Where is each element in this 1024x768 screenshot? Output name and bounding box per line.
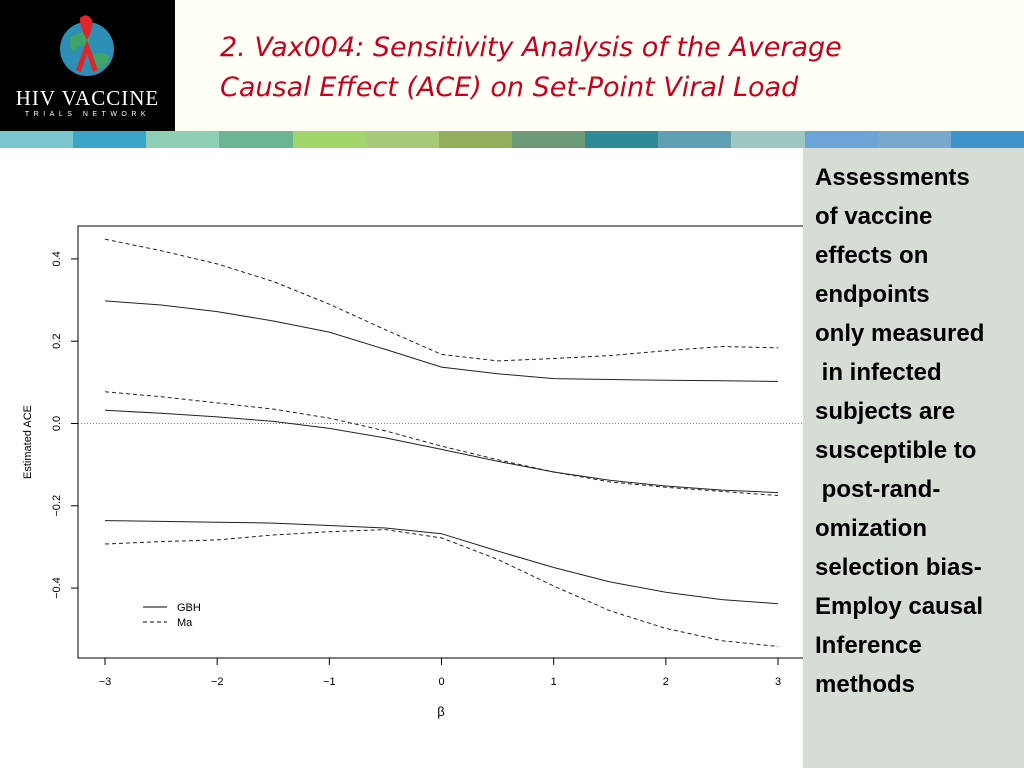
slide-title: 2. Vax004: Sensitivity Analysis of the A… bbox=[220, 28, 1010, 108]
stripe-segment bbox=[0, 131, 74, 148]
stripe-segment bbox=[950, 131, 1024, 148]
ace-chart: −3 −2 −1 0 1 2 3 0.4 0.2 0.0 −0.2 −0.4 Estimated AC… bbox=[22, 225, 803, 719]
slide-title-line-1: 2. Vax004: Sensitivity Analysis of the A… bbox=[220, 32, 842, 63]
x-axis-label: β bbox=[437, 704, 444, 719]
sidebar-panel: Assessments of vaccine effects on endpoints… bbox=[803, 148, 1024, 768]
series-line-ma-estimate bbox=[104, 391, 779, 496]
legend-label-gbh: GBH bbox=[177, 602, 201, 614]
stripe-segment bbox=[438, 131, 512, 148]
stripe-segment bbox=[146, 131, 220, 148]
series-line-gbh-lower bbox=[104, 520, 779, 605]
series-line-gbh-upper bbox=[104, 300, 779, 382]
stripe-segment bbox=[658, 131, 732, 148]
sidebar-line: of vaccine bbox=[815, 203, 933, 230]
y-tick-label: 0.4 bbox=[51, 251, 63, 266]
x-tick-label: 3 bbox=[775, 676, 781, 688]
sidebar-line: susceptible to bbox=[815, 437, 977, 464]
y-tick-label: −0.2 bbox=[51, 495, 63, 517]
sidebar-line: effects on bbox=[815, 242, 929, 269]
sidebar-line: methods bbox=[815, 671, 916, 698]
sidebar-line: Employ causal bbox=[815, 593, 984, 620]
slide-header: HIV VACCINE TRIALS NETWORK 2. Vax004: Se… bbox=[0, 0, 1024, 131]
sidebar-line: only measured bbox=[815, 320, 985, 347]
stripe-segment bbox=[731, 131, 805, 148]
sidebar-line: in infected bbox=[815, 359, 942, 386]
series-line-ma-upper bbox=[104, 238, 779, 362]
sidebar-line: subjects are bbox=[815, 398, 956, 425]
stripe-segment bbox=[219, 131, 293, 148]
logo-title: HIV VACCINE bbox=[15, 86, 160, 110]
sidebar-line: post-rand- bbox=[815, 476, 941, 503]
sidebar-line: selection bias- bbox=[815, 554, 982, 581]
sidebar-line: endpoints bbox=[815, 281, 930, 308]
sidebar-text: Assessments of vaccine effects on endpoints… bbox=[815, 158, 1022, 704]
x-tick-label: 1 bbox=[551, 676, 557, 688]
chart-legend: GBH Ma bbox=[143, 602, 201, 629]
sidebar-line: Inference bbox=[815, 632, 922, 659]
x-tick-label: −2 bbox=[211, 676, 224, 688]
stripe-segment bbox=[292, 131, 366, 148]
x-tick-label: −1 bbox=[323, 676, 336, 688]
sidebar-line: omization bbox=[815, 515, 927, 542]
series-line-ma-lower bbox=[104, 529, 779, 647]
slide-title-line-2: Causal Effect (ACE) on Set-Point Viral L… bbox=[220, 72, 799, 103]
sidebar-line: Assessments bbox=[815, 164, 970, 191]
stripe-segment bbox=[365, 131, 439, 148]
series-line-gbh-estimate bbox=[104, 409, 779, 494]
logo-subtitle: TRIALS NETWORK bbox=[24, 111, 151, 118]
legend-label-ma: Ma bbox=[177, 617, 193, 629]
y-tick-label: 0.2 bbox=[51, 334, 63, 349]
x-tick-label: 2 bbox=[663, 676, 669, 688]
x-tick-label: −3 bbox=[99, 676, 112, 688]
x-tick-label: 0 bbox=[438, 676, 444, 688]
hvtn-logo: HIV VACCINE TRIALS NETWORK bbox=[0, 0, 175, 131]
globe-ribbon-icon bbox=[60, 15, 114, 76]
y-axis-label: Estimated ACE bbox=[22, 405, 34, 479]
stripe-segment bbox=[511, 131, 586, 148]
plot-frame bbox=[77, 225, 803, 659]
stripe-segment bbox=[877, 131, 951, 148]
color-stripe bbox=[0, 131, 1024, 148]
stripe-segment bbox=[73, 131, 147, 148]
y-tick-label: −0.4 bbox=[51, 577, 63, 599]
y-tick-label: 0.0 bbox=[51, 416, 63, 431]
stripe-segment bbox=[585, 131, 659, 148]
stripe-segment bbox=[804, 131, 878, 148]
